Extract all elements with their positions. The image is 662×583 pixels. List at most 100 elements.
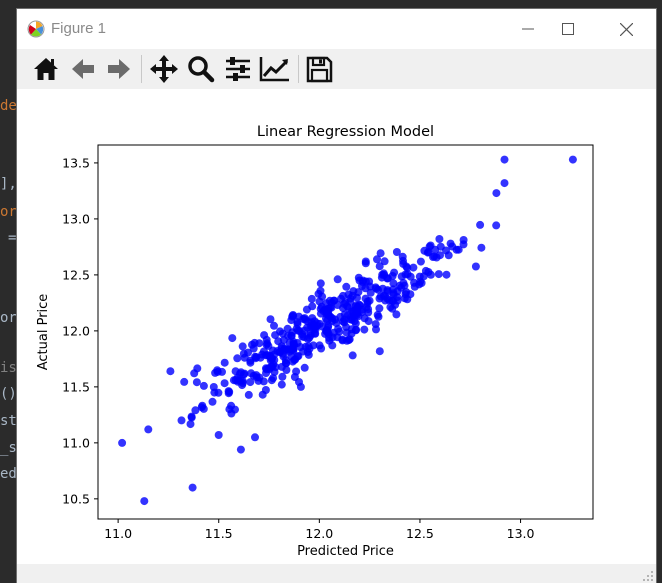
configure-subplots-button[interactable] xyxy=(222,53,254,85)
scatter-point xyxy=(193,364,202,373)
scatter-point xyxy=(262,340,271,349)
scatter-point xyxy=(290,373,299,381)
scatter-point xyxy=(191,406,200,415)
scatter-point xyxy=(340,315,349,324)
scatter-point xyxy=(302,305,311,314)
home-button[interactable] xyxy=(30,53,62,85)
scatter-point xyxy=(210,388,219,397)
line-chart-icon xyxy=(259,57,289,82)
scatter-point xyxy=(275,348,284,357)
scatter-point xyxy=(459,240,468,249)
scatter-point xyxy=(186,420,195,429)
forward-button[interactable] xyxy=(103,53,135,85)
scatter-point xyxy=(341,298,350,307)
minimize-button[interactable] xyxy=(505,15,551,43)
scatter-point xyxy=(349,287,358,296)
code-fragment: ed xyxy=(0,466,17,482)
scatter-point xyxy=(380,292,389,300)
arrow-left-icon xyxy=(72,59,94,79)
scatter-point xyxy=(454,245,463,254)
scatter-point xyxy=(323,316,332,325)
x-tick-label: 13.0 xyxy=(507,526,535,541)
scatter-point xyxy=(442,270,451,279)
background-code-editor: de ], or = or is () st _s ed xyxy=(0,0,17,583)
toolbar-separator xyxy=(298,55,299,83)
scatter-point xyxy=(477,243,486,252)
scatter-point xyxy=(288,312,297,321)
pan-button[interactable] xyxy=(148,53,180,85)
maximize-button[interactable] xyxy=(545,15,591,43)
y-tick-label: 13.5 xyxy=(62,155,90,170)
figure-canvas[interactable]: 11.0 11.5 12.0 12.5 13.0 10.5 11.0 11.5 12.0 12.… xyxy=(17,89,656,564)
scatter-point xyxy=(325,296,334,305)
scatter-point xyxy=(231,405,239,414)
y-tick-label: 12.0 xyxy=(62,323,90,338)
scatter-point xyxy=(344,336,353,345)
scatter-point xyxy=(262,364,270,373)
scatter-point xyxy=(426,241,435,250)
scatter-point xyxy=(435,235,444,243)
scatter-point xyxy=(236,445,245,454)
scatter-point xyxy=(303,317,312,326)
edit-axis-button[interactable] xyxy=(259,53,291,85)
scatter-point xyxy=(397,272,406,281)
scatter-point xyxy=(446,239,455,248)
scatter-point xyxy=(307,294,316,303)
scatter-point xyxy=(352,306,361,314)
scatter-point xyxy=(335,327,344,336)
close-icon xyxy=(619,22,633,36)
save-button[interactable] xyxy=(303,53,335,85)
scatter-point xyxy=(342,282,351,291)
floppy-disk-icon xyxy=(306,56,333,83)
scatter-point xyxy=(392,248,401,256)
resize-grip-icon[interactable] xyxy=(642,570,654,582)
scatter-point xyxy=(410,278,419,287)
code-fragment: = xyxy=(8,230,17,246)
scatter-point xyxy=(180,377,189,386)
scatter-point xyxy=(373,255,381,264)
scatter-point xyxy=(397,283,406,292)
scatter-point xyxy=(375,262,384,271)
scatter-point xyxy=(348,351,357,360)
scatter-point xyxy=(355,276,364,285)
scatter-point xyxy=(317,344,326,353)
scatter-point xyxy=(238,342,247,351)
scatter-point xyxy=(239,370,248,379)
scatter-plot: 11.0 11.5 12.0 12.5 13.0 10.5 11.0 11.5 12.0 12.… xyxy=(36,124,594,559)
scatter-point xyxy=(266,356,275,365)
code-fragment: or xyxy=(0,204,17,220)
close-button[interactable] xyxy=(603,15,649,43)
y-tick-label: 12.5 xyxy=(62,267,90,282)
scatter-point xyxy=(277,380,286,389)
scatter-point xyxy=(372,284,381,293)
scatter-point xyxy=(315,297,324,306)
scatter-point xyxy=(299,347,308,356)
figure-window: Figure 1 xyxy=(16,8,657,583)
matplotlib-icon xyxy=(27,20,45,38)
scatter-point xyxy=(492,189,501,198)
scatter-point xyxy=(476,220,485,229)
chart-title: Linear Regression Model xyxy=(257,124,434,140)
x-tick-label: 11.0 xyxy=(104,526,132,541)
scatter-point xyxy=(401,290,410,299)
scatter-point xyxy=(228,334,237,343)
scatter-point xyxy=(388,304,397,313)
scatter-point xyxy=(251,433,259,442)
scatter-point xyxy=(372,325,380,334)
scatter-point xyxy=(220,379,229,388)
scatter-point xyxy=(258,390,267,399)
zoom-button[interactable] xyxy=(185,53,217,85)
back-button[interactable] xyxy=(67,53,99,85)
scatter-point xyxy=(406,272,415,281)
scatter-point xyxy=(269,346,277,355)
scatter-point xyxy=(282,359,290,368)
title-bar[interactable]: Figure 1 xyxy=(17,9,656,49)
minimize-icon xyxy=(522,28,534,30)
scatter-point xyxy=(225,388,234,396)
scatter-point xyxy=(380,271,389,279)
scatter-point xyxy=(199,381,208,390)
move-icon xyxy=(150,55,178,83)
scatter-point xyxy=(276,327,284,336)
scatter-point xyxy=(283,324,292,333)
